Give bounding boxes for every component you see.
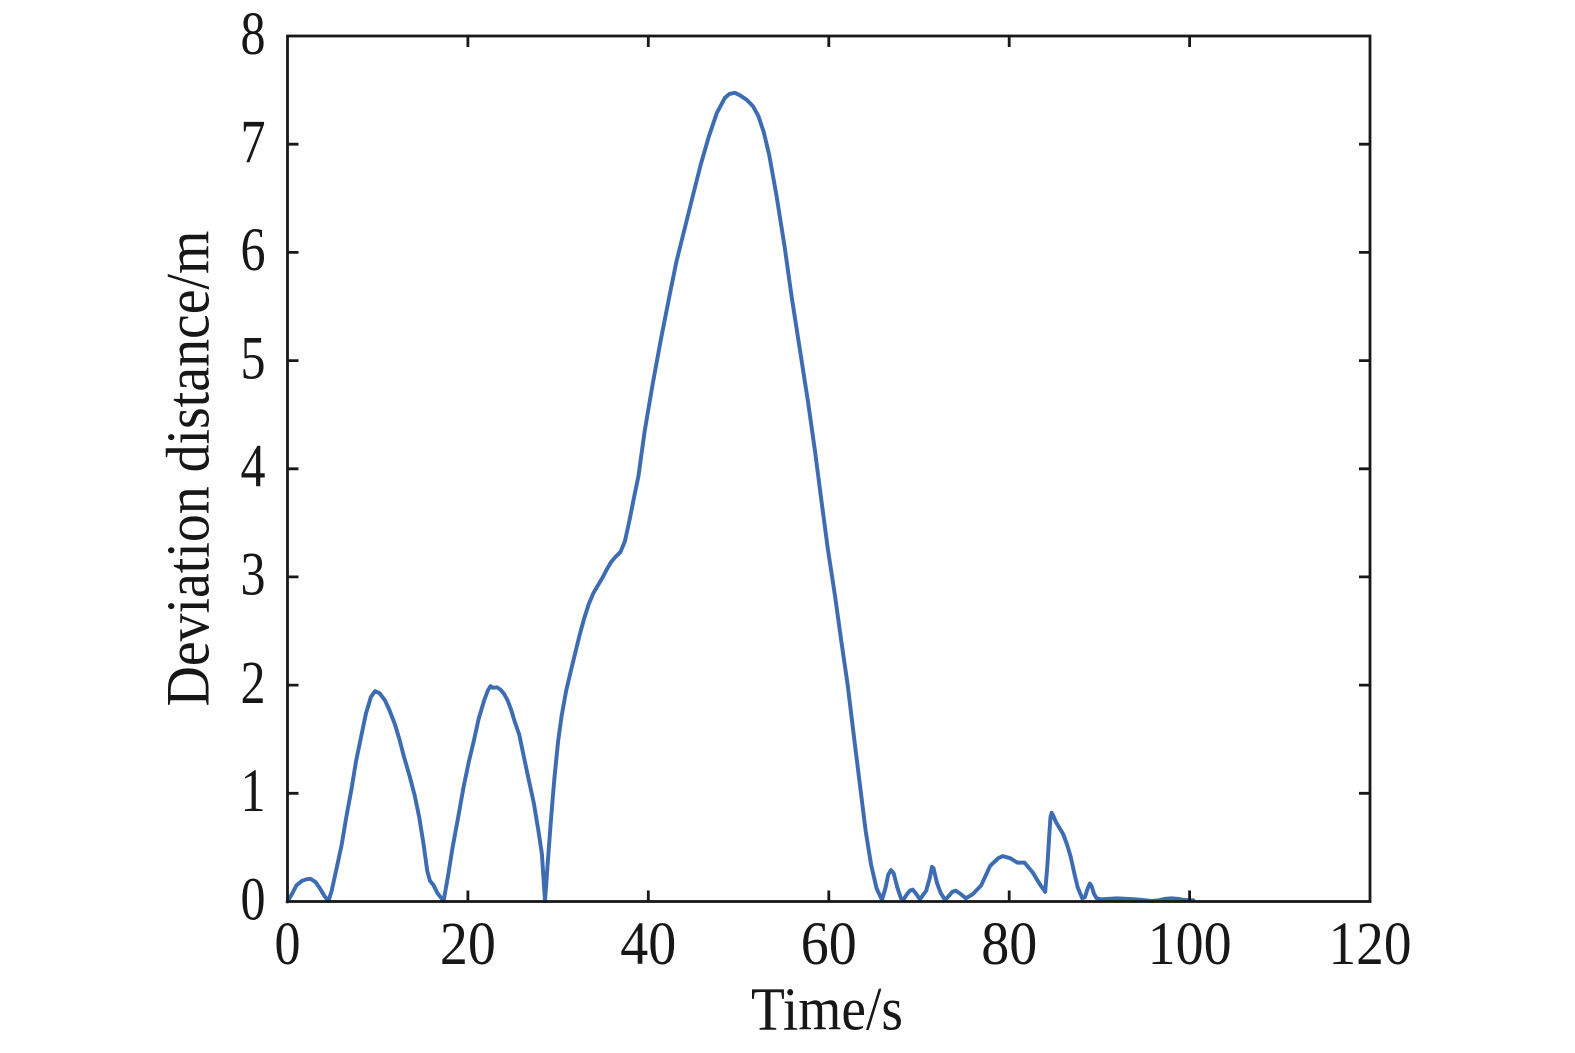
svg-text:3: 3: [241, 542, 266, 609]
svg-text:5: 5: [241, 325, 266, 392]
svg-text:2: 2: [241, 650, 266, 717]
svg-text:Deviation distance/m: Deviation distance/m: [156, 231, 223, 707]
svg-text:20: 20: [440, 911, 496, 978]
svg-text:60: 60: [801, 911, 857, 978]
svg-text:80: 80: [981, 911, 1037, 978]
svg-text:7: 7: [241, 109, 266, 176]
svg-text:120: 120: [1329, 911, 1412, 978]
svg-text:0: 0: [241, 866, 266, 933]
svg-text:4: 4: [241, 434, 266, 501]
svg-text:1: 1: [241, 758, 266, 825]
svg-text:100: 100: [1148, 911, 1232, 978]
svg-text:8: 8: [241, 1, 266, 68]
svg-text:40: 40: [620, 911, 676, 978]
svg-text:6: 6: [241, 217, 266, 284]
svg-text:Time/s: Time/s: [751, 977, 903, 1044]
svg-text:0: 0: [275, 911, 301, 978]
